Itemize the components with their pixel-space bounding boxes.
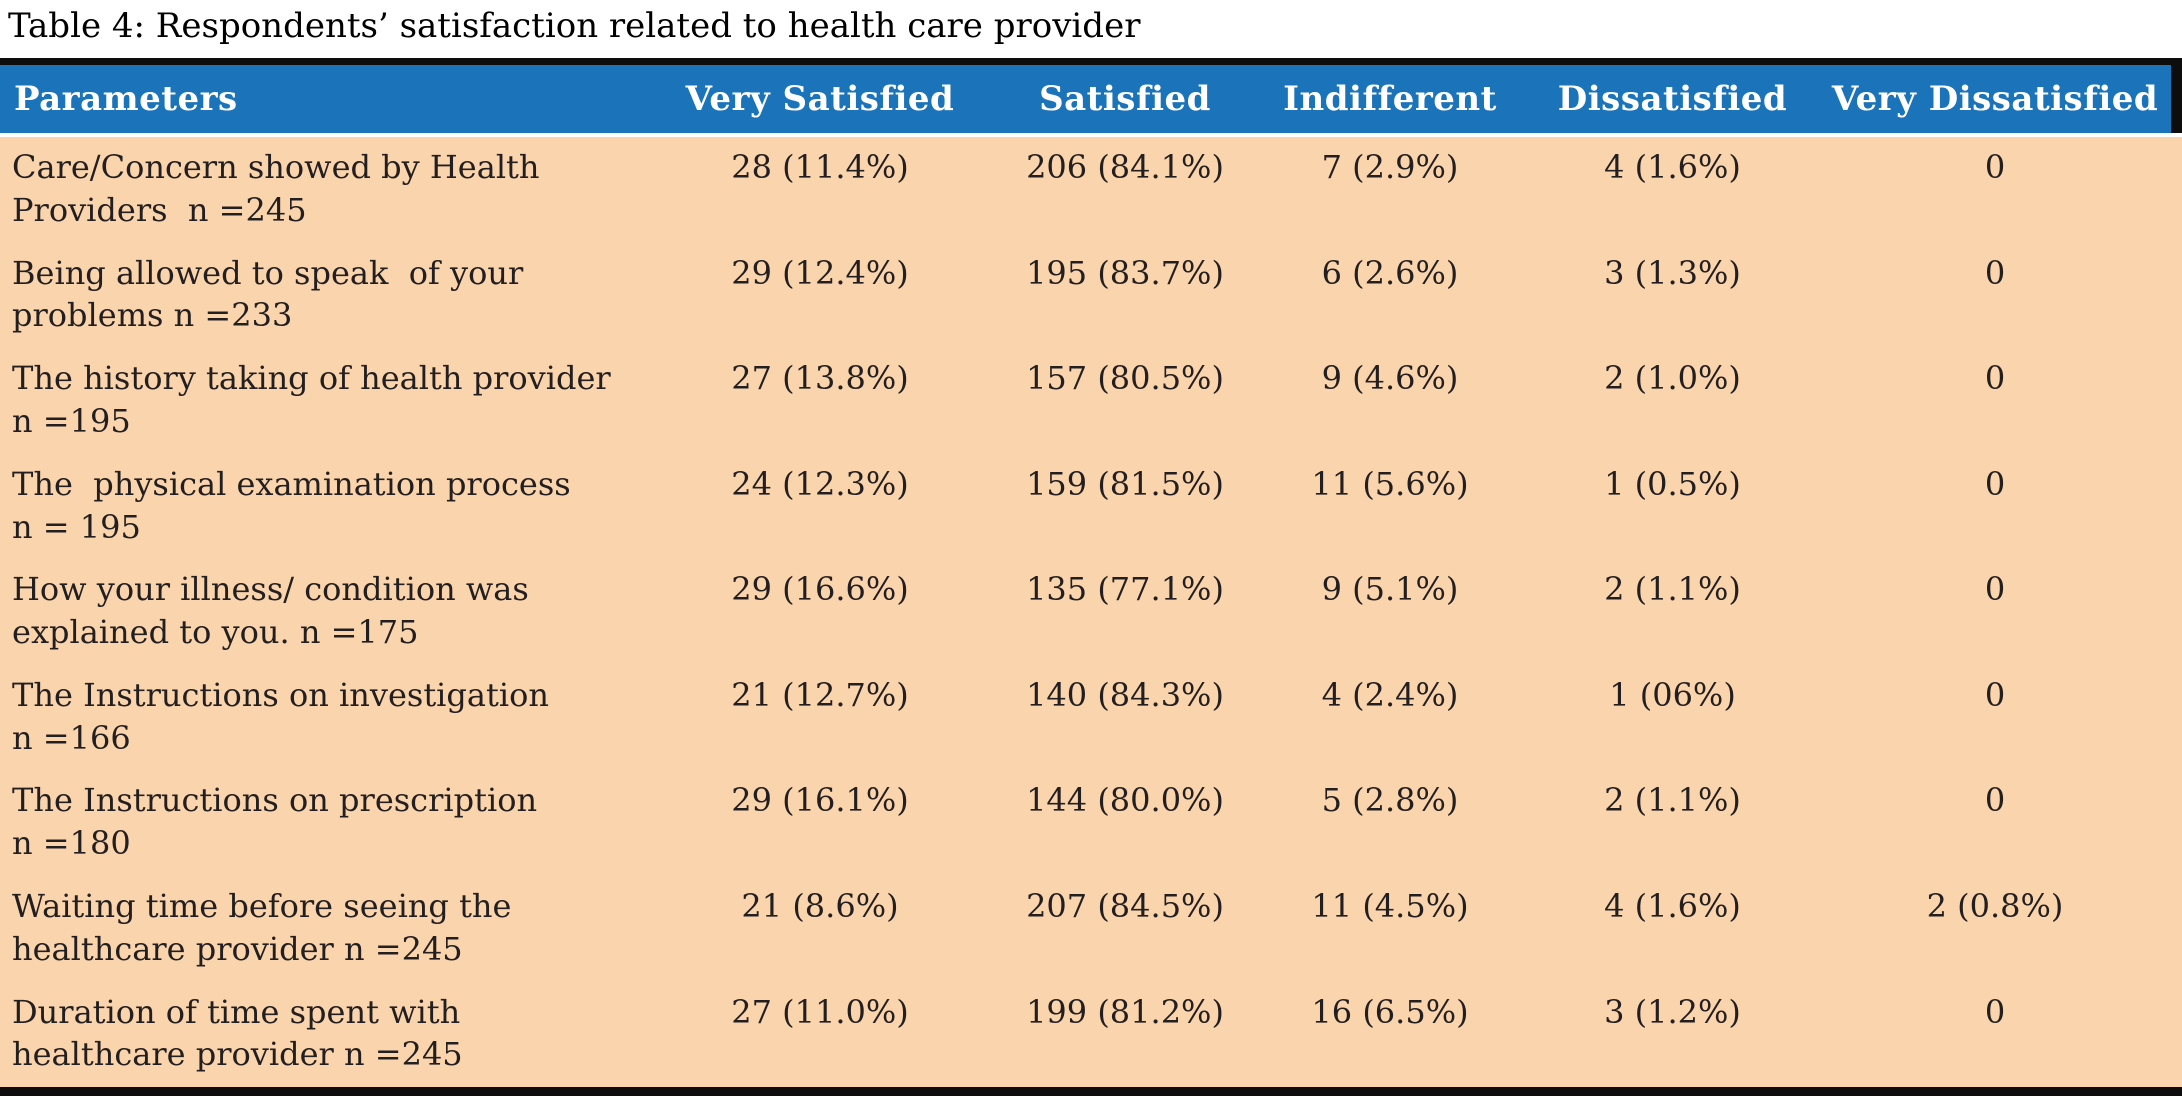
column-header-indifferent: Indifferent — [1283, 79, 1497, 119]
cell-satisfied: 140 (84.3%) — [1026, 675, 1224, 714]
column-header-parameters: Parameters — [14, 79, 238, 119]
cell-indifferent: 11 (4.5%) — [1311, 886, 1469, 925]
cell-very-satisfied: 28 (11.4%) — [731, 148, 909, 186]
table-row-physical-examination: The physical examination process n = 195… — [0, 454, 2182, 560]
cell-parameter: The Instructions on investigation n =166 — [12, 675, 549, 757]
table-row-duration-time: Duration of time spent with healthcare p… — [0, 982, 2182, 1088]
table-header-row: Parameters Very Satisfied Satisfied Indi… — [0, 65, 2182, 133]
cell-indifferent: 5 (2.8%) — [1321, 781, 1459, 820]
table-top-rule — [0, 58, 2182, 65]
cell-dissatisfied: 1 (0.5%) — [1604, 464, 1741, 503]
cell-indifferent: 6 (2.6%) — [1321, 253, 1459, 292]
cell-dissatisfied: 4 (1.6%) — [1604, 886, 1741, 925]
cell-very-satisfied: 29 (16.1%) — [731, 781, 909, 820]
cell-very-dissatisfied: 0 — [1984, 464, 2006, 503]
cell-indifferent: 9 (4.6%) — [1321, 359, 1459, 398]
cell-indifferent: 7 (2.9%) — [1321, 148, 1459, 186]
cell-satisfied: 135 (77.1%) — [1026, 570, 1224, 609]
cell-parameter: The history taking of health provider n … — [12, 359, 611, 440]
cell-indifferent: 16 (6.5%) — [1311, 992, 1469, 1031]
cell-dissatisfied: 2 (1.1%) — [1604, 781, 1741, 820]
cell-parameter: How your illness/ condition was explaine… — [12, 570, 529, 652]
cell-very-dissatisfied: 0 — [1984, 253, 2006, 292]
cell-very-dissatisfied: 0 — [1984, 781, 2006, 820]
cell-indifferent: 4 (2.4%) — [1321, 675, 1459, 714]
cell-satisfied: 199 (81.2%) — [1026, 992, 1224, 1031]
cell-very-satisfied: 29 (12.4%) — [731, 253, 909, 292]
table-row-speak-problems: Being allowed to speak of your problems … — [0, 243, 2182, 349]
table-row-care-concern: Care/Concern showed by Health Providers … — [0, 137, 2182, 243]
satisfaction-table: Parameters Very Satisfied Satisfied Indi… — [0, 58, 2182, 1096]
cell-very-dissatisfied: 0 — [1984, 570, 2006, 609]
column-header-dissatisfied: Dissatisfied — [1557, 79, 1788, 119]
table-row-instructions-investigation: The Instructions on investigation n =166… — [0, 665, 2182, 771]
cell-parameter: Care/Concern showed by Health Providers … — [12, 148, 540, 229]
cell-very-satisfied: 27 (11.0%) — [731, 992, 909, 1031]
column-header-satisfied: Satisfied — [1039, 79, 1211, 119]
table-row-instructions-prescription: The Instructions on prescription n =180 … — [0, 770, 2182, 876]
table-row-illness-explained: How your illness/ condition was explaine… — [0, 559, 2182, 665]
cell-dissatisfied: 2 (1.0%) — [1604, 359, 1741, 398]
cell-parameter: The physical examination process n = 195 — [12, 464, 571, 546]
cell-very-dissatisfied: 2 (0.8%) — [1926, 886, 2064, 925]
cell-dissatisfied: 4 (1.6%) — [1604, 148, 1741, 186]
cell-indifferent: 9 (5.1%) — [1321, 570, 1459, 609]
cell-satisfied: 207 (84.5%) — [1026, 886, 1224, 925]
cell-satisfied: 195 (83.7%) — [1026, 253, 1224, 292]
table-body: Care/Concern showed by Health Providers … — [0, 137, 2182, 1087]
cell-dissatisfied: 1 (06%) — [1609, 675, 1736, 714]
table-bottom-rule — [0, 1087, 2182, 1096]
cell-very-dissatisfied: 0 — [1984, 675, 2006, 714]
cell-dissatisfied: 3 (1.3%) — [1604, 253, 1741, 292]
column-header-very-satisfied: Very Satisfied — [685, 79, 955, 119]
header-body-gap — [0, 133, 2182, 137]
cell-parameter: Duration of time spent with healthcare p… — [12, 992, 463, 1074]
cell-indifferent: 11 (5.6%) — [1311, 464, 1469, 503]
cell-very-satisfied: 29 (16.6%) — [731, 570, 909, 609]
cell-parameter: Being allowed to speak of your problems … — [12, 253, 524, 335]
cell-very-satisfied: 27 (13.8%) — [731, 359, 909, 398]
cell-very-dissatisfied: 0 — [1984, 359, 2006, 398]
table-row-history-taking: The history taking of health provider n … — [0, 348, 2182, 454]
cell-dissatisfied: 3 (1.2%) — [1604, 992, 1741, 1031]
cell-satisfied: 144 (80.0%) — [1026, 781, 1224, 820]
cell-very-satisfied: 21 (12.7%) — [731, 675, 909, 714]
table-caption: Table 4: Respondents’ satisfaction relat… — [8, 6, 1141, 46]
cell-satisfied: 157 (80.5%) — [1026, 359, 1224, 398]
cell-very-dissatisfied: 0 — [1984, 992, 2006, 1031]
cell-very-satisfied: 21 (8.6%) — [741, 886, 899, 925]
cell-satisfied: 159 (81.5%) — [1026, 464, 1224, 503]
cell-satisfied: 206 (84.1%) — [1026, 148, 1224, 186]
cell-dissatisfied: 2 (1.1%) — [1604, 570, 1741, 609]
table-row-waiting-time: Waiting time before seeing the healthcar… — [0, 876, 2182, 982]
cell-very-satisfied: 24 (12.3%) — [731, 464, 909, 503]
cell-very-dissatisfied: 0 — [1984, 148, 2006, 186]
column-header-very-dissatisfied: Very Dissatisfied — [1831, 79, 2159, 119]
cell-parameter: Waiting time before seeing the healthcar… — [12, 886, 512, 968]
cell-parameter: The Instructions on prescription n =180 — [12, 781, 538, 863]
